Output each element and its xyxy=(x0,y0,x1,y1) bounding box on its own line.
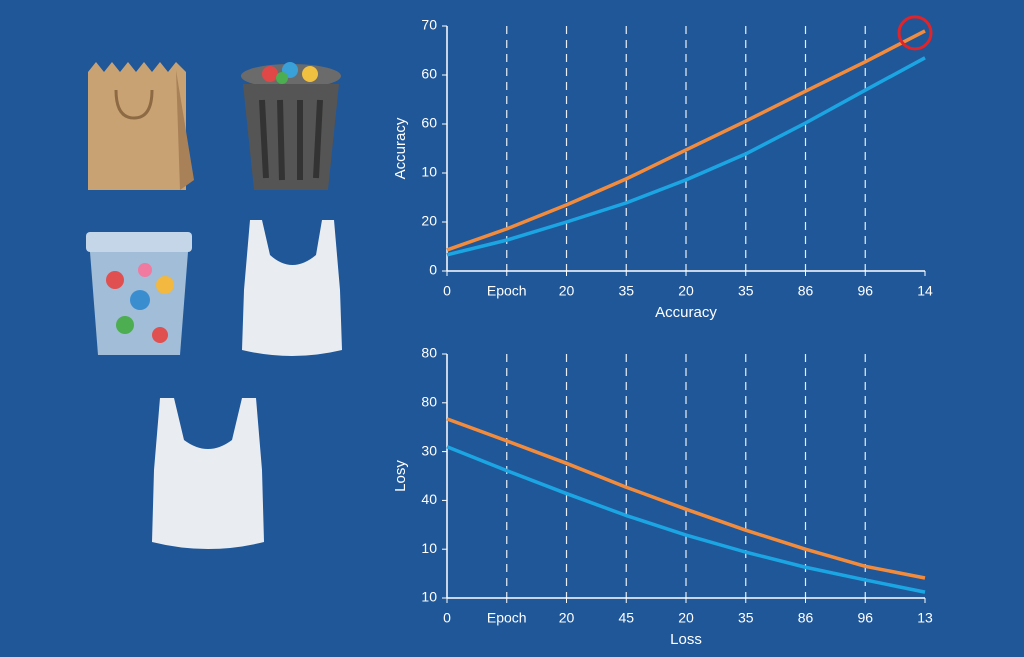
y-tick-label: 10 xyxy=(421,589,437,605)
line xyxy=(446,56,926,257)
highlight-circle xyxy=(897,15,933,51)
x-tick-label: 45 xyxy=(618,610,634,626)
x-axis-label: Accuracy xyxy=(655,304,717,321)
x-tick-label: 35 xyxy=(738,283,754,299)
y-tick-label: 60 xyxy=(421,66,437,82)
x-tick-label: 20 xyxy=(559,283,575,299)
trash-can xyxy=(241,62,341,190)
plastic-bag xyxy=(152,398,264,549)
x-tick-label: 96 xyxy=(857,283,873,299)
x-tick-label: 35 xyxy=(618,283,634,299)
plastic-container xyxy=(86,232,192,355)
x-tick-label: 20 xyxy=(678,283,694,299)
y-tick-label: 20 xyxy=(421,213,437,229)
x-tick-label: Epoch xyxy=(487,283,527,299)
y-tick-label: 80 xyxy=(421,394,437,410)
line xyxy=(446,29,926,252)
x-tick-label: 14 xyxy=(917,283,933,299)
x-tick-label: 86 xyxy=(798,283,814,299)
x-tick-label: 0 xyxy=(443,283,451,299)
y-tick-label: 70 xyxy=(421,17,437,33)
paper-bag xyxy=(88,62,194,190)
x-tick-label: 96 xyxy=(857,610,873,626)
y-axis-label: Losy xyxy=(392,460,409,492)
x-tick-label: 0 xyxy=(443,610,451,626)
y-tick-label: 40 xyxy=(421,491,437,507)
x-tick-label: 13 xyxy=(917,610,933,626)
x-tick-label: 20 xyxy=(678,610,694,626)
x-tick-label: 35 xyxy=(738,610,754,626)
line xyxy=(446,417,926,580)
y-tick-label: 80 xyxy=(421,345,437,361)
y-tick-label: 10 xyxy=(421,540,437,556)
x-tick-label: Epoch xyxy=(487,610,527,626)
y-axis-label: Accuracy xyxy=(392,117,409,179)
y-tick-label: 60 xyxy=(421,115,437,131)
x-tick-label: 20 xyxy=(559,610,575,626)
y-tick-label: 30 xyxy=(421,442,437,458)
y-tick-label: 10 xyxy=(421,164,437,180)
y-tick-label: 0 xyxy=(429,262,437,278)
x-axis-label: Loss xyxy=(670,631,702,648)
x-tick-label: 86 xyxy=(798,610,814,626)
plastic-bag xyxy=(242,220,342,356)
line xyxy=(446,445,926,594)
